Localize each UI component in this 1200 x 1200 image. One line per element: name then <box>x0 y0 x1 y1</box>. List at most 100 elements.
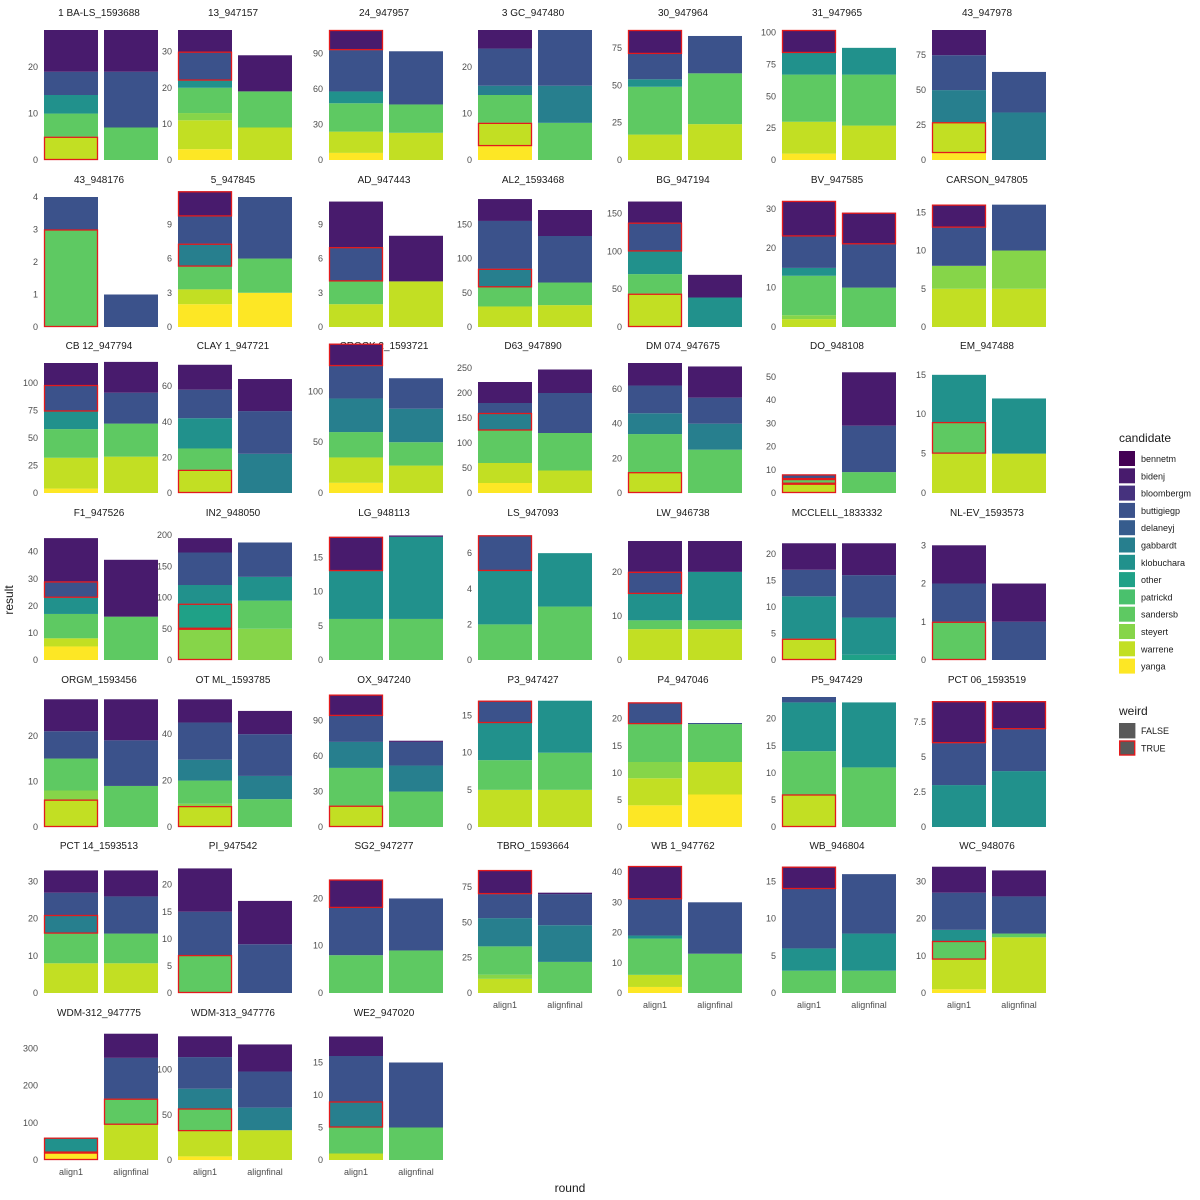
bar-segment-warrene <box>782 483 836 493</box>
bar-segment-klobuchara <box>44 95 98 114</box>
y-tick-label: 0 <box>318 988 323 998</box>
bar-segment-gabbardt <box>329 741 383 768</box>
bar-segment-klobuchara <box>628 251 682 275</box>
bar-segment-sandersb <box>44 613 98 639</box>
bar-segment-buttigiegp <box>538 236 592 283</box>
bar-segment-buttigiegp <box>992 621 1046 660</box>
y-tick-label: 50 <box>612 284 622 294</box>
facet-panel: 43_948176 0 1 2 3 4 <box>33 175 158 332</box>
weird-outline <box>931 122 987 154</box>
weird-outline <box>328 536 384 572</box>
bar-segment-klobuchara <box>842 617 896 655</box>
y-tick-label: 75 <box>28 405 38 415</box>
y-tick-label: 20 <box>28 62 38 72</box>
bar-segment-sandersb <box>104 127 158 160</box>
y-tick-label: 10 <box>916 409 926 419</box>
weird-outline <box>627 702 683 725</box>
bar-segment-bidenj <box>782 200 836 237</box>
facet-panel: BV_947585 0 10 20 30 <box>766 175 897 332</box>
y-tick-label: 40 <box>28 547 38 557</box>
weird-outline <box>43 1137 99 1153</box>
x-tick-label: align1 <box>344 1167 368 1177</box>
legend-swatch-other <box>1119 572 1135 588</box>
y-tick-label: 50 <box>916 85 926 95</box>
bar-segment-other <box>842 654 896 660</box>
bar-segment-bidenj <box>104 1033 158 1058</box>
facet-panel: 43_947978 0 25 50 75 <box>916 8 1046 165</box>
y-tick-label: 6 <box>467 548 472 558</box>
y-tick-label: 20 <box>462 62 472 72</box>
y-tick-label: 50 <box>162 624 172 634</box>
y-tick-label: 0 <box>617 655 622 665</box>
bar-segment-sandersb <box>329 955 383 993</box>
y-tick-label: 300 <box>23 1044 38 1054</box>
bar-segment-sandersb <box>688 73 742 125</box>
panel-title: CB 12_947794 <box>66 341 133 352</box>
facet-panel: 13_947157 0 10 20 30 <box>162 8 292 165</box>
bar-segment-buttigiegp <box>329 907 383 956</box>
y-tick-label: 5 <box>167 961 172 971</box>
y-tick-label: 0 <box>318 155 323 165</box>
weird-outline <box>328 694 384 717</box>
y-tick-label: 0 <box>771 322 776 332</box>
weird-outline <box>177 469 233 494</box>
bar-segment-warrene <box>992 288 1046 327</box>
legend-label: sandersb <box>1141 610 1178 620</box>
weird-outline <box>177 628 233 661</box>
bar-segment-yanga <box>628 805 682 827</box>
bar-segment-bidenj <box>44 538 98 582</box>
weird-outline <box>781 638 837 661</box>
bar-segment-other <box>178 603 232 629</box>
panel-title: F1_947526 <box>74 508 125 519</box>
bar-segment-bidenj <box>178 1036 232 1058</box>
bar-segment-warrene <box>104 456 158 493</box>
bar-segment-klobuchara <box>842 47 896 75</box>
bar-segment-gabbardt <box>329 398 383 433</box>
y-tick-label: 0 <box>167 655 172 665</box>
y-tick-label: 20 <box>766 243 776 253</box>
facet-panel: CB 12_947794 0 25 50 75 100 <box>23 341 158 498</box>
bar-segment-sandersb <box>329 767 383 806</box>
panel-title: WDM-313_947776 <box>191 1008 275 1019</box>
bar-segment-buttigiegp <box>782 569 836 597</box>
y-tick-label: 40 <box>162 729 172 739</box>
bar-segment-gabbardt <box>238 1107 292 1131</box>
bar-segment-klobuchara <box>178 80 232 88</box>
y-tick-label: 150 <box>457 219 472 229</box>
bar-segment-buttigiegp <box>628 53 682 80</box>
bar-segment-bidenj <box>932 204 986 228</box>
legend-label: bloombergm <box>1141 489 1191 499</box>
bar-segment-buttigiegp <box>178 216 232 244</box>
y-axis-label: result <box>2 585 16 615</box>
bar-segment-klobuchara <box>842 933 896 971</box>
y-tick-label: 30 <box>766 204 776 214</box>
bar-segment-bidenj <box>538 892 592 895</box>
facet-panel: SG2_947277 0 10 20 <box>313 841 443 998</box>
weird-outline <box>477 122 533 147</box>
bar-segment-bidenj <box>178 699 232 723</box>
bar-segment-warrene <box>478 306 532 327</box>
bar-segment-buttigiegp <box>178 1057 232 1089</box>
legend-swatch-bennetm <box>1119 451 1135 466</box>
bar-segment-buttigiegp <box>178 51 232 81</box>
y-tick-label: 5 <box>921 449 926 459</box>
y-tick-label: 100 <box>457 254 472 264</box>
y-tick-label: 100 <box>23 1118 38 1128</box>
legend-label: yanga <box>1141 662 1166 672</box>
y-tick-label: 75 <box>916 50 926 60</box>
y-tick-label: 3 <box>33 225 38 235</box>
weird-outline <box>931 204 987 228</box>
legend-label: other <box>1141 575 1162 585</box>
y-tick-label: 100 <box>308 386 323 396</box>
y-tick-label: 20 <box>28 601 38 611</box>
bar-segment-warrene <box>782 638 836 660</box>
bar-segment-sandersb <box>178 955 232 993</box>
bar-segment-sandersb <box>842 287 896 327</box>
y-tick-label: 40 <box>612 419 622 429</box>
y-tick-label: 0 <box>771 822 776 832</box>
bar-segment-sandersb <box>329 618 383 660</box>
y-tick-label: 5 <box>771 628 776 638</box>
bar-segment-buttigiegp <box>782 697 836 703</box>
panel-title: AD_947443 <box>358 175 411 186</box>
y-tick-label: 30 <box>916 877 926 887</box>
